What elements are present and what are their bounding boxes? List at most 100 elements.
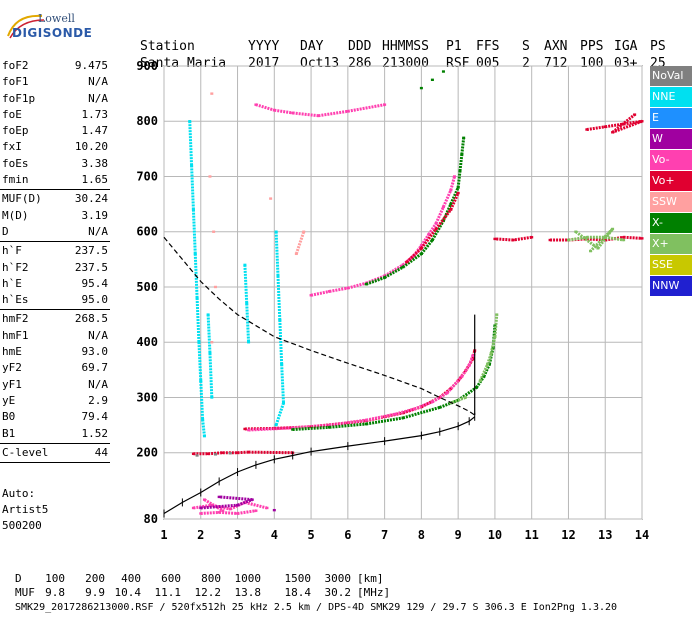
x-tick-label: 10 (488, 528, 502, 542)
param-row: fxI 10.20 (0, 139, 112, 155)
distance-value: 100 (45, 572, 65, 585)
parameter-panel: foF2 9.475 foF1 N/A foF1p N/A foE 1.73 foEp 1.47 f… (0, 58, 112, 464)
echo-trace (219, 495, 253, 502)
echo-trace (605, 122, 624, 129)
param-row: foF1p N/A (0, 91, 112, 107)
echo-point (247, 341, 251, 344)
header-cell-0-3: DDD (348, 39, 372, 54)
param-separator (0, 309, 110, 311)
param-value: 268.5 (74, 312, 108, 326)
echo-trace (596, 228, 614, 250)
echo-trace (280, 364, 285, 404)
distance-value: 1500 (285, 572, 312, 585)
param-separator (0, 462, 110, 464)
param-value: 79.4 (81, 410, 109, 424)
param-key: MUF(D) (2, 192, 42, 206)
param-key: h`F2 (2, 260, 29, 274)
param-key: hmE (2, 345, 22, 359)
trace-profile (163, 236, 476, 416)
echo-trace (237, 509, 257, 515)
param-value: 95.0 (81, 293, 109, 307)
y-tick-label: 400 (136, 335, 158, 349)
echo-point (302, 230, 306, 233)
echo-trace (513, 235, 532, 242)
header-cell-1-2: Oct13 (300, 56, 339, 71)
echo-point (221, 509, 225, 512)
header-cell-0-11: PS (650, 39, 666, 54)
echo-point (212, 230, 216, 233)
footer-filename: SMK29_2017286213000.RSF / 520fx512h 25 k… (15, 602, 617, 613)
chart-trace-lines (163, 236, 476, 518)
x-tick-label: 1 (160, 528, 167, 542)
chart-tick-labels: 1 2 3 4 5 6 7 8 9 10 11 12 13 14802003004005006007008… (136, 59, 649, 542)
echo-trace (278, 320, 284, 365)
echo-trace (195, 297, 201, 343)
echo-trace (460, 137, 466, 155)
param-key: yF1 (2, 377, 22, 391)
param-row: yF1 N/A (0, 377, 112, 393)
muf-value: 10.4 (115, 586, 142, 599)
legend-item-e: E (650, 108, 692, 128)
echo-point (213, 453, 217, 456)
echo-trace (467, 354, 475, 366)
header-cell-1-10: 03+ (614, 56, 638, 71)
param-row: foEp 1.47 (0, 123, 112, 139)
param-key: yE (2, 393, 16, 407)
param-key: h`E (2, 276, 22, 290)
echo-trace (203, 498, 224, 512)
echo-trace (365, 276, 386, 286)
param-row: D N/A (0, 224, 112, 240)
echo-trace (190, 165, 195, 210)
x-tick-label: 8 (418, 528, 425, 542)
echo-trace (310, 289, 330, 297)
echo-trace (243, 264, 249, 304)
echo-trace (623, 235, 643, 240)
echo-point (247, 450, 251, 454)
param-key: D (2, 224, 9, 238)
echo-point (202, 498, 206, 501)
auto-label: Auto: (2, 487, 36, 500)
param-value: 10.20 (74, 140, 108, 154)
legend-item-vo: Vo+ (650, 171, 692, 191)
x-tick-label: 4 (271, 528, 278, 542)
x-tick-label: 6 (344, 528, 351, 542)
y-tick-label: 500 (136, 280, 158, 294)
param-key: foE (2, 107, 22, 121)
param-value: N/A (88, 224, 108, 238)
param-row: hmF2 268.5 (0, 311, 112, 327)
digisonde-logo: Lowell DIGISONDE (2, 6, 114, 50)
legend-item-x: X- (650, 213, 692, 233)
chart-echo-points (188, 70, 644, 515)
param-separator (0, 442, 110, 444)
echo-trace (449, 186, 460, 205)
echo-trace (255, 103, 275, 112)
echo-trace (237, 450, 249, 455)
echo-point (236, 512, 240, 515)
param-key: h`Es (2, 293, 29, 307)
echo-point (254, 509, 258, 512)
param-value: 95.4 (81, 276, 109, 290)
echo-trace (274, 402, 285, 426)
echo-point (269, 197, 273, 200)
echo-point (206, 313, 210, 316)
param-row: h`E 95.4 (0, 276, 112, 292)
param-row: MUF(D) 30.24 (0, 191, 112, 207)
param-row: yE 2.9 (0, 393, 112, 409)
echo-trace (482, 363, 491, 378)
echo-point (195, 454, 199, 457)
param-value: N/A (88, 91, 108, 105)
param-row: M(D) 3.19 (0, 208, 112, 224)
echo-point (213, 285, 217, 289)
legend-item-nnw: NNW (650, 276, 692, 296)
echo-trace (402, 252, 423, 269)
param-row: h`Es 95.0 (0, 292, 112, 308)
param-row: h`F 237.5 (0, 243, 112, 259)
x-tick-label: 2 (197, 528, 204, 542)
muf-value: 13.8 (235, 586, 262, 599)
echo-trace (493, 314, 499, 337)
echo-trace (329, 418, 367, 427)
param-value: 1.52 (81, 426, 109, 440)
echo-trace (586, 125, 606, 132)
param-separator (0, 241, 110, 243)
param-key: fxI (2, 140, 22, 154)
